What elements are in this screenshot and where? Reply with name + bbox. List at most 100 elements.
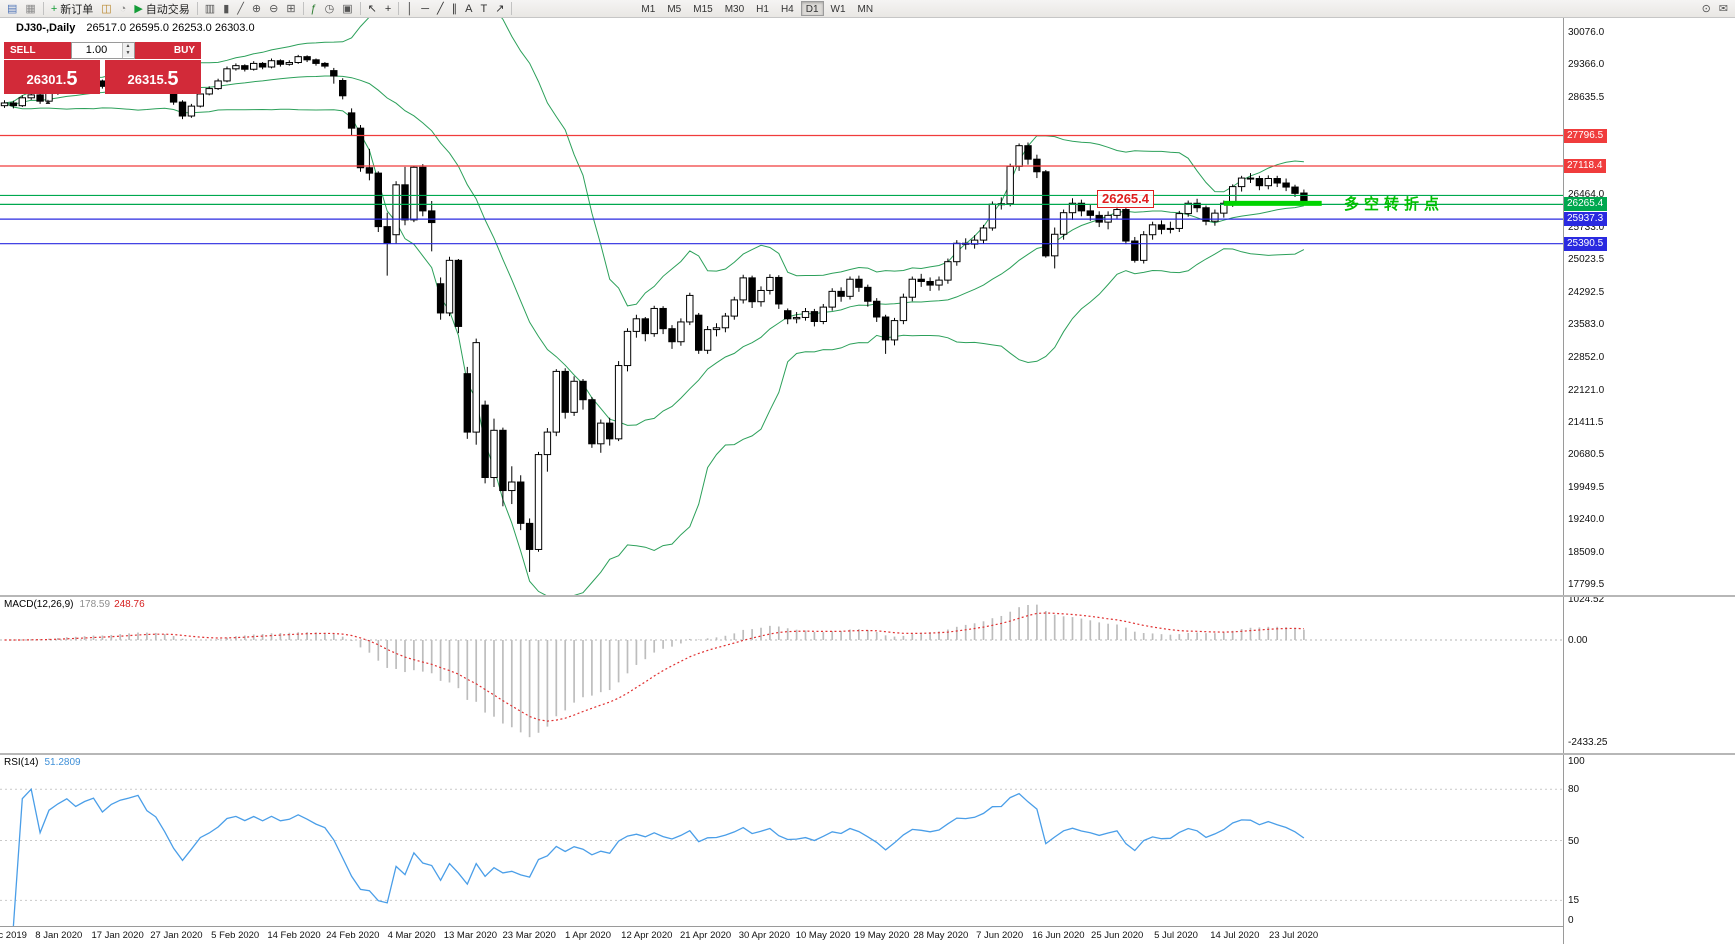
date-axis[interactable]: 30 Dec 2019 8 Jan 2020 17 Jan 2020 27 Jan 2… bbox=[0, 926, 1563, 944]
toolbar-separator bbox=[302, 2, 304, 15]
alerts-icon: ◔ bbox=[119, 2, 127, 15]
price-axis[interactable]: 30076.0 29366.0 28635.5 26464.0 25733.0 25023… bbox=[1563, 18, 1735, 944]
templates-button[interactable]: ▣ bbox=[338, 1, 356, 17]
axis-tick-label: 26464.0 bbox=[1568, 189, 1605, 201]
autotrading-icon: ▶ bbox=[134, 2, 143, 15]
rsi-value: 51.2809 bbox=[44, 757, 81, 768]
buy-price-pip: 5 bbox=[167, 68, 179, 90]
rsi-canvas[interactable] bbox=[0, 755, 1563, 926]
horizontal-line-icon: ─ bbox=[421, 2, 429, 15]
zoom-in-icon: ⊕ bbox=[251, 2, 262, 15]
date-label: 8 Jan 2020 bbox=[35, 930, 83, 941]
zoom-out-button[interactable]: ⊖ bbox=[265, 1, 282, 17]
timeframe-m15-button[interactable]: M15 bbox=[693, 4, 713, 15]
indicators-button[interactable]: ƒ bbox=[307, 1, 321, 17]
rsi-axis-label: 50 bbox=[1568, 835, 1580, 847]
axis-tick-label: 24292.5 bbox=[1568, 287, 1605, 299]
rsi-axis-label: 100 bbox=[1568, 756, 1585, 767]
timeframe-d1-button[interactable]: D1 bbox=[800, 1, 824, 16]
horizontal-line-button[interactable]: ─ bbox=[417, 1, 433, 17]
timeframe-m1-button[interactable]: M1 bbox=[641, 4, 656, 15]
periods-button[interactable]: ◷ bbox=[321, 1, 339, 17]
sell-tab[interactable]: SELL bbox=[4, 42, 71, 59]
rsi-panel[interactable]: RSI(14) 51.2809 bbox=[0, 755, 1563, 926]
date-label: 24 Feb 2020 bbox=[326, 930, 380, 941]
sell-button[interactable]: 26301. 5 bbox=[4, 60, 100, 94]
cursor-button[interactable]: ↖ bbox=[364, 1, 381, 17]
price-line-label: 26265.4 bbox=[1564, 197, 1608, 212]
macd-label: MACD(12,26,9) 178.59 248.76 bbox=[4, 599, 145, 610]
toolbar-separator bbox=[359, 2, 361, 15]
label-button[interactable]: T bbox=[476, 1, 491, 17]
chart-profiles-button[interactable]: ▦ bbox=[21, 1, 39, 17]
axis-tick-label: 25733.0 bbox=[1568, 222, 1605, 234]
search-button[interactable]: ⊙ bbox=[1698, 1, 1715, 17]
chart-area[interactable]: DJ30-,Daily 26517.0 26595.0 26253.0 2630… bbox=[0, 18, 1563, 595]
vertical-line-button[interactable]: │ bbox=[402, 1, 417, 17]
alerts-button[interactable]: ◔ bbox=[116, 1, 131, 17]
new-chart-button[interactable]: ▤ bbox=[3, 1, 21, 17]
lot-size-input[interactable]: 1.00 ▲ ▼ bbox=[70, 42, 135, 59]
panel-separator[interactable] bbox=[0, 595, 1735, 597]
lot-down-arrow-icon[interactable]: ▼ bbox=[122, 50, 134, 57]
text-button[interactable]: A bbox=[461, 1, 476, 17]
macd-canvas[interactable] bbox=[0, 597, 1563, 753]
buy-tab[interactable]: BUY bbox=[134, 42, 201, 59]
timeframe-m5-button[interactable]: M5 bbox=[667, 4, 682, 15]
crosshair-button[interactable]: + bbox=[381, 1, 395, 17]
axis-tick-label: 19949.5 bbox=[1568, 482, 1605, 494]
charts-tile-icon: ◫ bbox=[101, 2, 112, 15]
chart-profiles-icon: ▦ bbox=[25, 2, 36, 15]
macd-axis-label: -2433.25 bbox=[1568, 736, 1608, 748]
new-order-button[interactable]: + 新订单 bbox=[47, 1, 97, 17]
autotrading-button[interactable]: ▶ 自动交易 bbox=[130, 1, 193, 17]
lot-up-arrow-icon[interactable]: ▲ bbox=[122, 43, 134, 50]
line-view-button[interactable]: ╱ bbox=[233, 1, 248, 17]
axis-tick-label: 23583.0 bbox=[1568, 318, 1605, 330]
axis-tick-label: 18509.0 bbox=[1568, 547, 1605, 559]
timeframe-m30-button[interactable]: M30 bbox=[724, 4, 745, 15]
macd-panel[interactable]: MACD(12,26,9) 178.59 248.76 bbox=[0, 597, 1563, 753]
buy-price-main: 26315. bbox=[127, 72, 168, 87]
periods-icon: ◷ bbox=[324, 2, 335, 15]
axis-tick-label: 25023.5 bbox=[1568, 254, 1605, 266]
tile-windows-button[interactable]: ⊞ bbox=[282, 1, 299, 17]
axis-tick-label: 28635.5 bbox=[1568, 91, 1605, 103]
channel-button[interactable]: ∥ bbox=[448, 1, 462, 17]
timeframe-h1-button[interactable]: H1 bbox=[756, 4, 769, 15]
date-label: 19 May 2020 bbox=[854, 930, 910, 941]
axis-tick-label: 19240.0 bbox=[1568, 514, 1605, 526]
trendline-button[interactable]: ╱ bbox=[433, 1, 448, 17]
panel-separator[interactable] bbox=[0, 753, 1735, 755]
axis-tick-label: 21411.5 bbox=[1568, 416, 1604, 428]
candles-view-icon: ▮ bbox=[223, 2, 230, 15]
timeframe-w1-button[interactable]: W1 bbox=[830, 4, 846, 15]
lot-value[interactable]: 1.00 bbox=[85, 44, 108, 56]
panel-collapse-arrow-icon[interactable]: ▲ bbox=[44, 97, 52, 106]
axis-tick-label: 17799.5 bbox=[1568, 578, 1605, 590]
macd-signal-value: 248.76 bbox=[114, 599, 145, 610]
timeframe-h4-button[interactable]: H4 bbox=[780, 4, 794, 15]
date-label: 23 Jul 2020 bbox=[1269, 930, 1319, 941]
bars-view-icon: ▥ bbox=[204, 2, 216, 15]
timeframe-mn-button[interactable]: MN bbox=[857, 4, 874, 15]
toolbar-buttons: ▤ ▦ + 新订单 ◫ ◔ ▶ 自动交易 ▥ ▮ ╱ ⊕ ⊖ ⊞ ƒ ◷ ▣ ↖ + │ ─ ╱ ∥ A T ↗ bbox=[3, 1, 515, 17]
macd-axis-label: 1024.52 bbox=[1568, 594, 1605, 605]
date-label: 30 Dec 2019 bbox=[0, 930, 27, 941]
buy-button[interactable]: 26315. 5 bbox=[105, 60, 201, 94]
candles-view-button[interactable]: ▮ bbox=[219, 1, 233, 17]
macd-main-value: 178.59 bbox=[79, 599, 111, 610]
axis-tick-label: 20680.5 bbox=[1568, 449, 1605, 461]
axis-tick-label: 22121.0 bbox=[1568, 384, 1605, 396]
arrow-object-button[interactable]: ↗ bbox=[491, 1, 508, 17]
toolbar-separator bbox=[42, 2, 44, 15]
date-label: 16 Jun 2020 bbox=[1032, 930, 1085, 941]
zoom-in-button[interactable]: ⊕ bbox=[248, 1, 265, 17]
new-order-icon: + bbox=[50, 2, 58, 15]
charts-tile-button[interactable]: ◫ bbox=[97, 1, 115, 17]
chat-button[interactable]: ✉ bbox=[1715, 1, 1732, 17]
bars-view-button[interactable]: ▥ bbox=[201, 1, 219, 17]
price-chart-canvas[interactable] bbox=[0, 18, 1563, 595]
axis-tick-label: 29366.0 bbox=[1568, 58, 1605, 70]
line-view-icon: ╱ bbox=[237, 2, 244, 15]
